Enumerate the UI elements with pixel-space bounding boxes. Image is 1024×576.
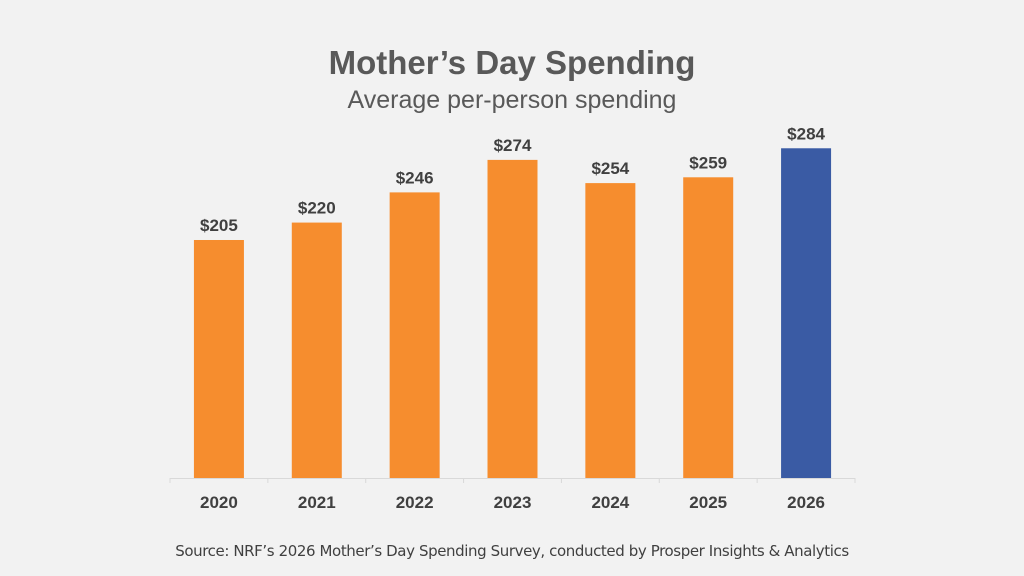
chart-subtitle: Average per-person spending [347,86,677,114]
chart-title: Mother’s Day Spending [328,44,696,81]
x-tick-label: 2022 [396,493,434,512]
bar-2024 [585,183,636,478]
bar-2021 [291,222,342,478]
x-tick-label: 2021 [298,493,336,512]
bar-2020 [193,239,244,478]
data-label: $274 [494,136,532,155]
bar-2023 [487,159,538,479]
data-label: $284 [787,124,825,143]
data-label: $205 [200,216,238,235]
x-tick-label: 2020 [200,493,238,512]
bar-2026 [781,148,832,478]
data-label: $246 [396,168,434,187]
data-label: $220 [298,199,336,218]
data-label: $259 [689,153,727,172]
bar-2025 [683,177,734,478]
x-tick-label: 2026 [787,493,825,512]
source-note: Source: NRF’s 2026 Mother’s Day Spending… [175,542,849,560]
x-tick-label: 2025 [689,493,727,512]
x-tick-label: 2023 [494,493,532,512]
data-label: $254 [591,159,629,178]
bar-2022 [389,192,440,479]
x-tick-label: 2024 [591,493,629,512]
